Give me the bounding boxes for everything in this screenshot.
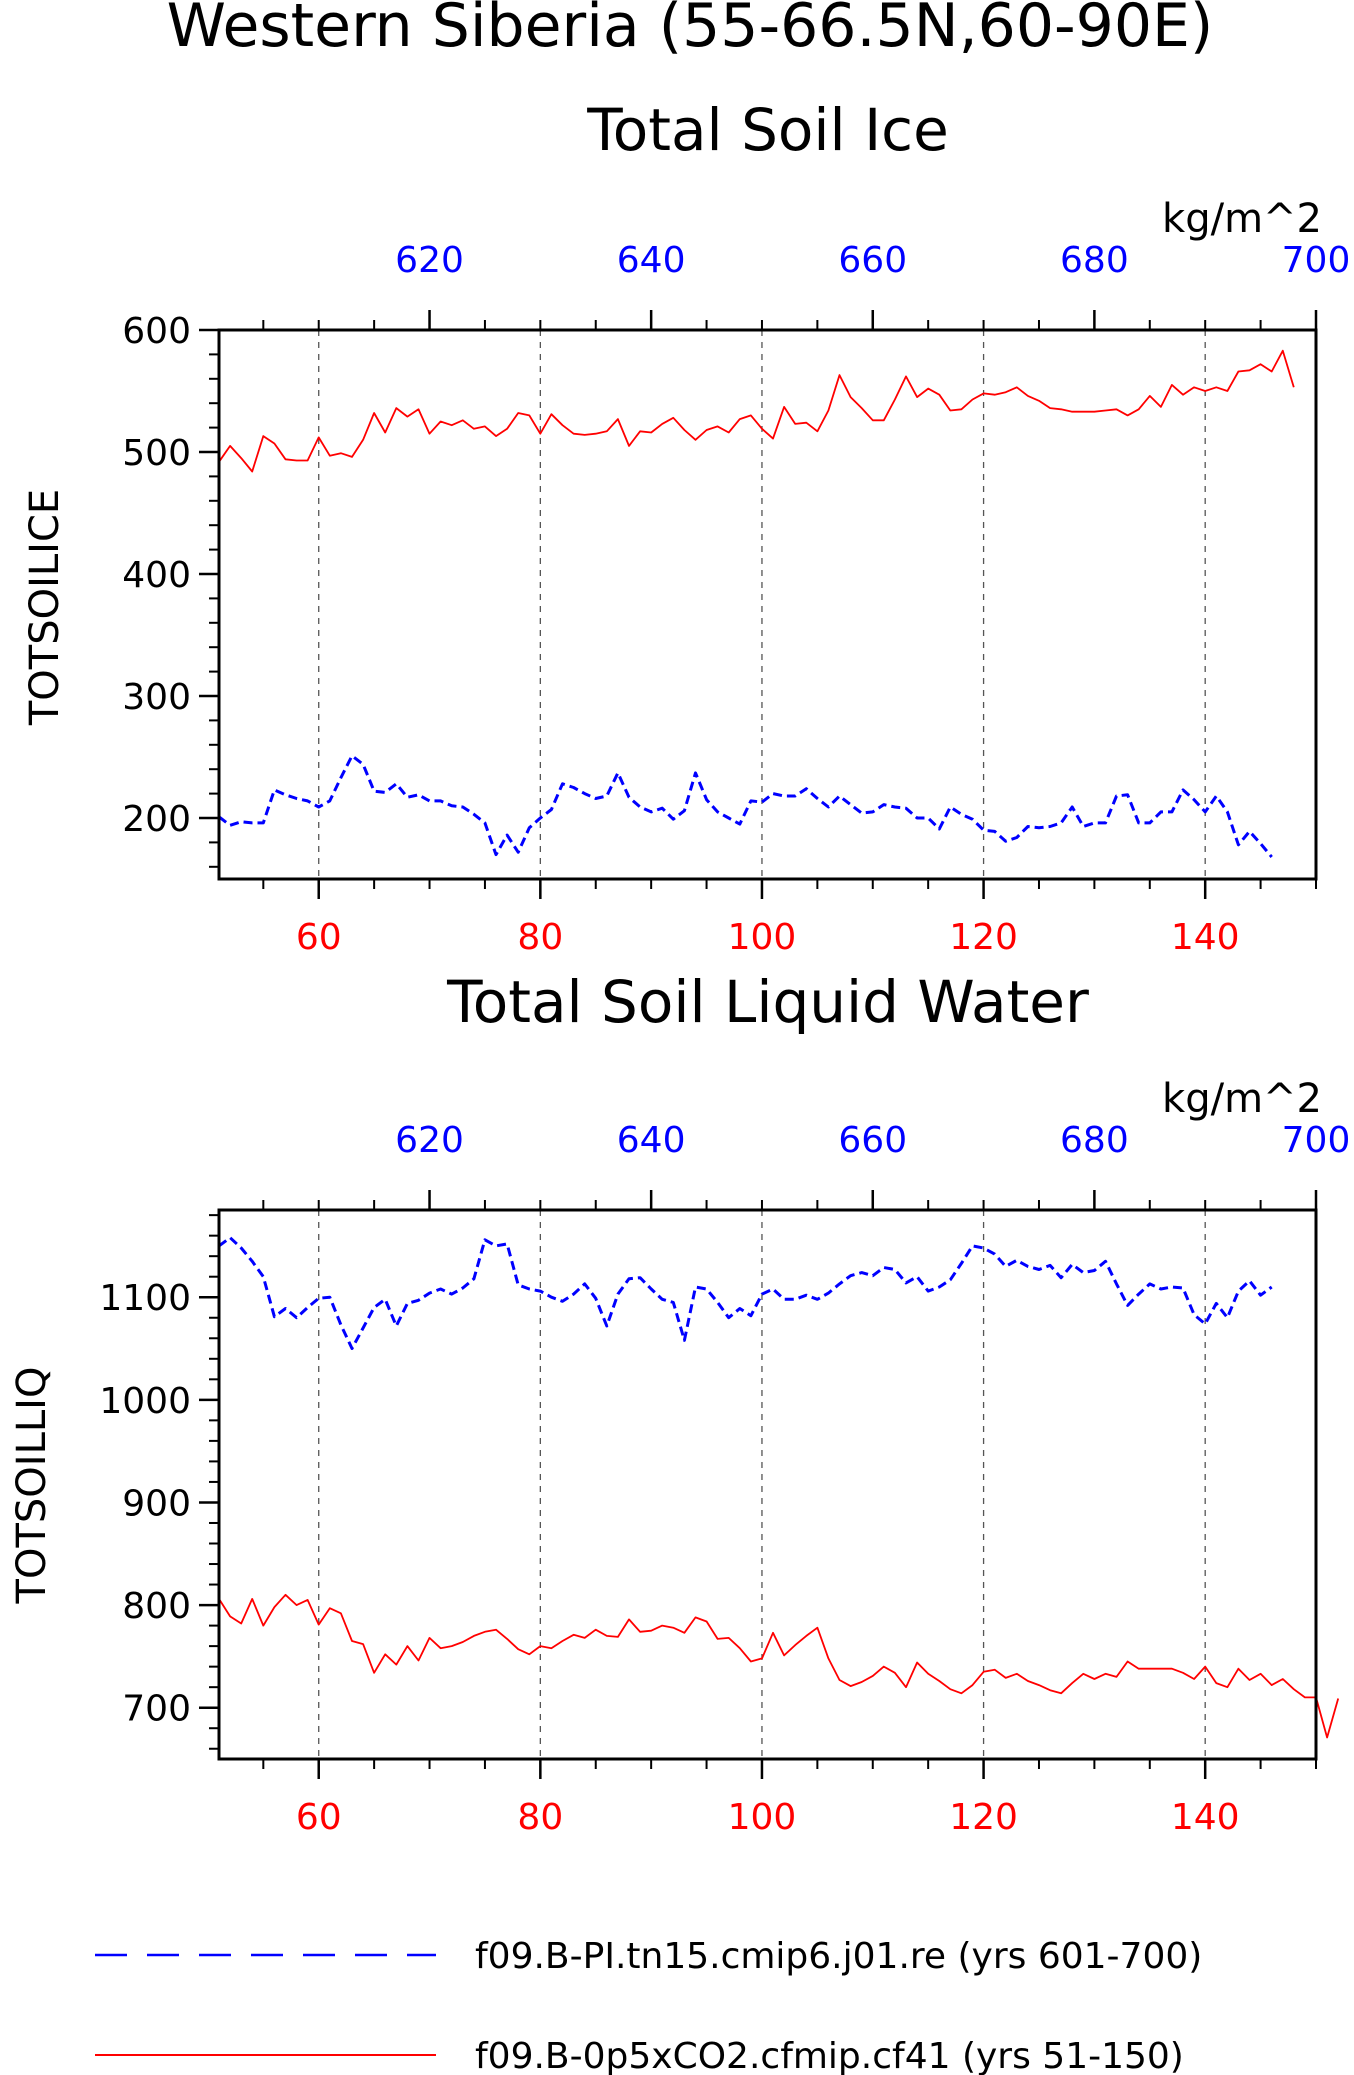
- panel-total-soil-ice: Total Soil Ice kg/m^2 TOTSOILICE 200 300 4…: [22, 96, 1350, 958]
- x-bottom-tick-label: 140: [1171, 917, 1240, 958]
- y-axis-label: TOTSOILLIQ: [9, 1367, 55, 1605]
- legend: f09.B-PI.tn15.cmip6.j01.re (yrs 601-700)…: [95, 1936, 1202, 2075]
- y-tick-label: 1100: [99, 1278, 191, 1319]
- top-axis-units: kg/m^2: [1162, 1076, 1322, 1122]
- x-bottom-tick-label: 100: [728, 1797, 797, 1838]
- panel-title: Total Soil Ice: [586, 96, 949, 164]
- panel-title: Total Soil Liquid Water: [446, 968, 1089, 1036]
- plot-frame: [217, 1208, 1318, 1761]
- y-tick-label: 1000: [99, 1381, 191, 1422]
- y-tick-label: 200: [122, 799, 191, 840]
- series-line-red: [218, 349, 1295, 473]
- series-line-blue: [218, 754, 1273, 858]
- y-tick-label: 400: [122, 555, 191, 596]
- x-bottom-tick-label: 80: [517, 1797, 563, 1838]
- x-top-tick-label: 680: [1060, 240, 1129, 281]
- x-top-tick-label: 640: [617, 1120, 686, 1161]
- x-bottom-tick-label: 140: [1171, 1797, 1240, 1838]
- series-line-red: [218, 1593, 1340, 1739]
- x-bottom-tick-label: 80: [517, 917, 563, 958]
- y-axis-label: TOTSOILICE: [22, 489, 68, 726]
- top-axis-units: kg/m^2: [1162, 196, 1322, 242]
- x-bottom-tick-label: 100: [728, 917, 797, 958]
- x-top-tick-label: 640: [617, 240, 686, 281]
- y-tick-label: 700: [122, 1689, 191, 1730]
- y-tick-label: 900: [122, 1483, 191, 1524]
- x-top-tick-label: 660: [838, 1120, 907, 1161]
- x-bottom-tick-label: 60: [296, 917, 342, 958]
- x-bottom-tick-label: 120: [949, 1797, 1018, 1838]
- y-tick-label: 300: [122, 677, 191, 718]
- x-top-tick-label: 620: [395, 240, 464, 281]
- x-top-tick-label: 660: [838, 240, 907, 281]
- y-tick-label: 600: [122, 311, 191, 352]
- series-line-blue: [218, 1236, 1273, 1350]
- legend-label-red: f09.B-0p5xCO2.cfmip.cf41 (yrs 51-150): [475, 2036, 1184, 2075]
- x-top-tick-label: 620: [395, 1120, 464, 1161]
- x-bottom-tick-label: 60: [296, 1797, 342, 1838]
- legend-label-blue: f09.B-PI.tn15.cmip6.j01.re (yrs 601-700): [475, 1936, 1202, 1977]
- y-tick-label: 800: [122, 1586, 191, 1627]
- x-top-tick-label: 680: [1060, 1120, 1129, 1161]
- x-bottom-tick-label: 120: [949, 917, 1018, 958]
- x-top-tick-label: 700: [1282, 1120, 1351, 1161]
- plot-frame: [217, 328, 1318, 881]
- panel-total-soil-liquid-water: Total Soil Liquid Water kg/m^2 TOTSOILLI…: [9, 968, 1350, 1838]
- y-tick-label: 500: [122, 433, 191, 474]
- figure-title-line1: Western Siberia (55-66.5N,60-90E): [167, 0, 1214, 61]
- x-top-tick-label: 700: [1282, 240, 1351, 281]
